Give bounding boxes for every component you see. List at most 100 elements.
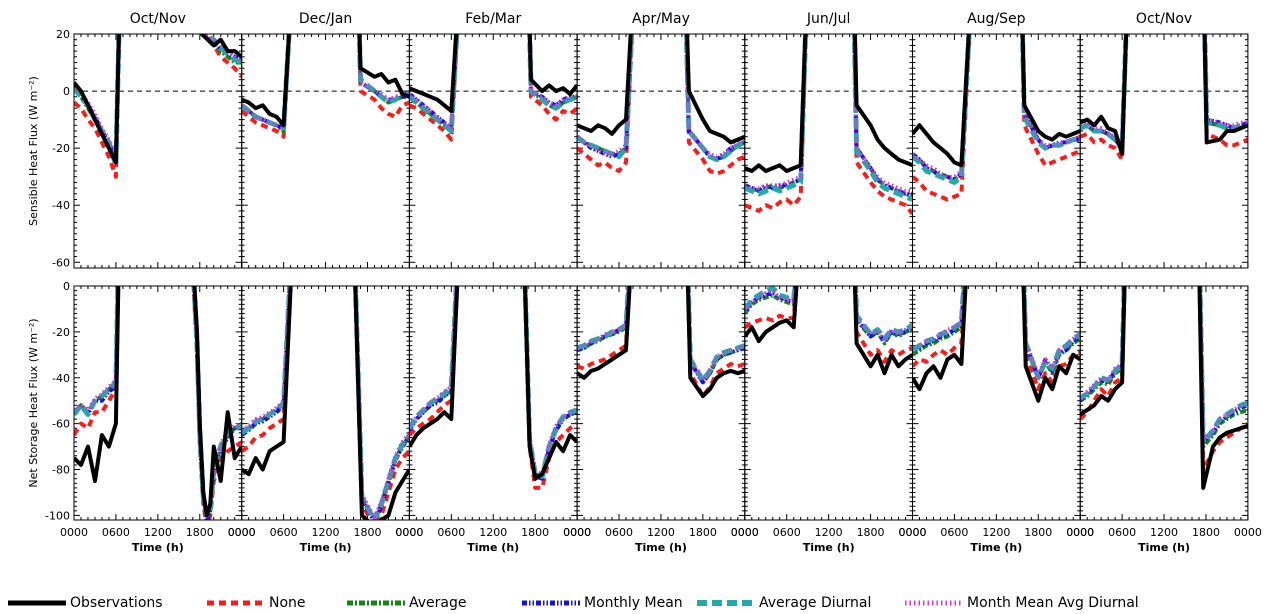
legend-label: Monthly Mean xyxy=(584,595,683,611)
x-tick-label: 1200 xyxy=(982,526,1010,539)
series-line-month-mean-avg-diurnal xyxy=(744,34,808,191)
series-line-monthly-mean xyxy=(1020,34,1081,151)
x-tick-label: 0000 xyxy=(395,526,423,539)
x-tick-label: 0000 xyxy=(731,526,759,539)
series-line-month-mean-avg-diurnal xyxy=(686,286,745,383)
series-layer xyxy=(409,286,578,490)
x-tick-label: 1200 xyxy=(647,526,675,539)
legend-item: Monthly Mean xyxy=(522,595,683,611)
series-line-month-mean-avg-diurnal xyxy=(852,34,913,193)
x-tick-label: 0000 xyxy=(563,526,591,539)
series-line-none xyxy=(74,34,122,179)
legend-label: Average Diurnal xyxy=(759,595,871,611)
series-line-month-mean-avg-diurnal xyxy=(1022,286,1081,378)
series-line-observations xyxy=(1202,34,1248,145)
column-title: Jun/Jul xyxy=(806,11,850,27)
panel-bottom-5: 0000 0600 1200 1800 0000 Time (h) xyxy=(731,285,927,554)
series-line-none xyxy=(241,286,293,453)
legend-label: Month Mean Avg Diurnal xyxy=(967,595,1139,611)
series-layer xyxy=(74,286,242,520)
panel-frame xyxy=(912,33,1081,269)
x-tick-label: 0600 xyxy=(1108,526,1136,539)
panel-top-3: Feb/Mar xyxy=(408,11,578,269)
series-line-month-mean-avg-diurnal xyxy=(912,34,971,179)
x-tick-label: 0600 xyxy=(437,526,465,539)
legend: Observations None Average Monthly Mean Avera… xyxy=(8,595,1139,611)
legend-label: Average xyxy=(409,595,467,611)
series-line-none xyxy=(852,34,913,216)
x-axis-label: Time (h) xyxy=(803,541,855,554)
series-line-observations xyxy=(241,286,293,477)
y-tick-label: -40 xyxy=(52,199,70,212)
series-line-average-diurnal xyxy=(409,286,459,430)
y-tick-label: -20 xyxy=(52,142,70,155)
x-tick-label: 1200 xyxy=(1150,526,1178,539)
series-line-observations xyxy=(1021,286,1081,403)
series-line-month-mean-avg-diurnal xyxy=(357,34,410,102)
panel-bottom-1: 0 -20 -40 -60 -80 -100 0000 0600 1200 1800 0000 Tim… xyxy=(45,280,256,554)
series-line-none xyxy=(409,34,460,142)
series-line-average-diurnal xyxy=(853,286,913,342)
series-line-none xyxy=(577,286,632,371)
x-tick-label: 1200 xyxy=(312,526,340,539)
series-layer xyxy=(912,286,1081,403)
series-line-monthly-mean xyxy=(409,286,459,432)
series-line-average-diurnal xyxy=(1080,286,1127,401)
x-tick-label: 0000 xyxy=(563,526,591,539)
series-line-average-diurnal xyxy=(577,286,631,351)
series-line-none xyxy=(912,34,972,202)
series-line-average xyxy=(744,286,798,315)
y-tick-label: -60 xyxy=(52,418,70,431)
series-line-none xyxy=(74,286,120,437)
panel-frame xyxy=(73,33,243,269)
series-line-average xyxy=(577,286,631,353)
series-line-observations xyxy=(192,286,242,518)
x-tick-label: 0000 xyxy=(395,526,423,539)
panel-frame xyxy=(73,285,243,521)
column-title: Apr/May xyxy=(632,11,690,27)
x-tick-label: 0000 xyxy=(1234,526,1262,539)
series-line-none xyxy=(409,286,459,437)
series-layer xyxy=(912,34,1081,202)
legend-label: Observations xyxy=(70,595,163,611)
series-line-average xyxy=(241,286,292,437)
series-line-none xyxy=(912,286,967,368)
series-line-observations xyxy=(74,286,121,483)
y-tick-label: -60 xyxy=(52,256,70,269)
x-tick-label: 1800 xyxy=(689,526,717,539)
x-tick-label: 1800 xyxy=(353,526,381,539)
series-line-average xyxy=(409,34,459,133)
panel-frame xyxy=(576,285,746,521)
panel-bottom-6: 0000 0600 1200 1800 0000 Time (h) xyxy=(899,285,1094,554)
series-line-none xyxy=(1202,34,1248,148)
series-line-average-diurnal xyxy=(912,34,972,185)
column-title: Oct/Nov xyxy=(1136,11,1192,27)
y-tick-label: -20 xyxy=(52,326,70,339)
series-line-observations xyxy=(912,34,971,168)
series-line-month-mean-avg-diurnal xyxy=(1020,34,1081,148)
panel-top-4: Apr/May xyxy=(576,11,746,269)
series-layer xyxy=(577,34,745,176)
panel-top-2: Dec/Jan xyxy=(241,11,410,269)
series-line-average xyxy=(1202,34,1248,131)
panel-grid: Sensible Heat Flux (W m⁻²) Oct/Nov 20 0 -20 -… xyxy=(27,11,1262,554)
series-line-none xyxy=(1020,34,1081,168)
x-tick-label: 1200 xyxy=(144,526,172,539)
x-tick-label: 0000 xyxy=(1066,526,1094,539)
y-tick-label: -40 xyxy=(52,372,70,385)
panel-frame xyxy=(241,33,410,269)
x-tick-label: 0000 xyxy=(899,526,927,539)
series-line-month-mean-avg-diurnal xyxy=(853,286,913,344)
series-line-average-diurnal xyxy=(1202,34,1248,131)
row-bottom: Net Storage Heat Flux (W m⁻²) 0 -20 -40 -60 -… xyxy=(27,280,1262,554)
x-tick-label: 0600 xyxy=(773,526,801,539)
series-line-monthly-mean xyxy=(409,34,459,131)
x-tick-label: 1800 xyxy=(1192,526,1220,539)
x-tick-label: 1200 xyxy=(479,526,507,539)
panel-top-1: Oct/Nov 20 0 -20 -40 -60 xyxy=(52,11,243,269)
x-axis-label: Time (h) xyxy=(970,541,1022,554)
series-line-month-mean-avg-diurnal xyxy=(241,34,292,131)
series-line-month-mean-avg-diurnal xyxy=(912,286,966,350)
x-tick-label: 0000 xyxy=(1066,526,1094,539)
legend-item: Average xyxy=(347,595,467,611)
